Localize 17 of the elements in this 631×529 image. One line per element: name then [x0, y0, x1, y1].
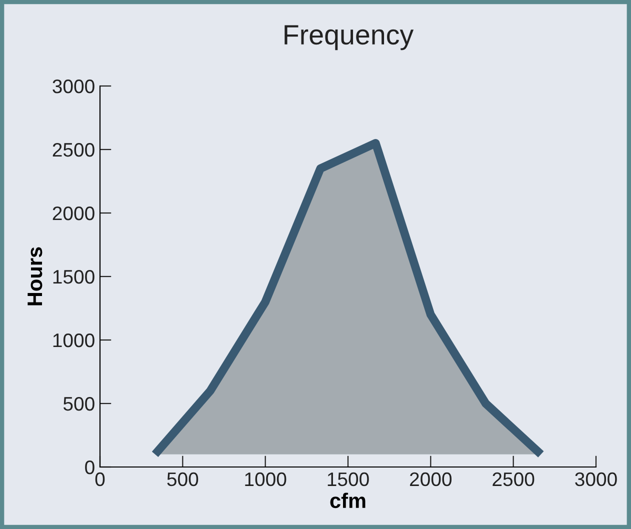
y-tick-label: 500	[63, 396, 94, 411]
x-tick-label: 0	[95, 472, 105, 486]
y-tick-label: 1000	[53, 333, 94, 348]
chart-title: Frequency	[284, 25, 414, 50]
y-axis-title: Hours	[28, 247, 42, 306]
y-tick-label: 2000	[52, 206, 94, 220]
x-tick-label: 2500	[492, 472, 534, 486]
x-tick-label: 3000	[575, 472, 617, 486]
x-axis-title: cfm	[330, 492, 366, 508]
y-tick-label: 1500	[53, 270, 94, 284]
y-tick-label: 0	[85, 460, 94, 474]
y-tick-label: 3000	[52, 79, 94, 94]
x-tick-label: 1000	[245, 472, 286, 486]
y-tick-label: 2500	[52, 142, 94, 157]
x-tick-label: 500	[167, 472, 198, 486]
x-tick-label: 2000	[410, 472, 452, 486]
x-tick-label: 1500	[328, 472, 369, 486]
